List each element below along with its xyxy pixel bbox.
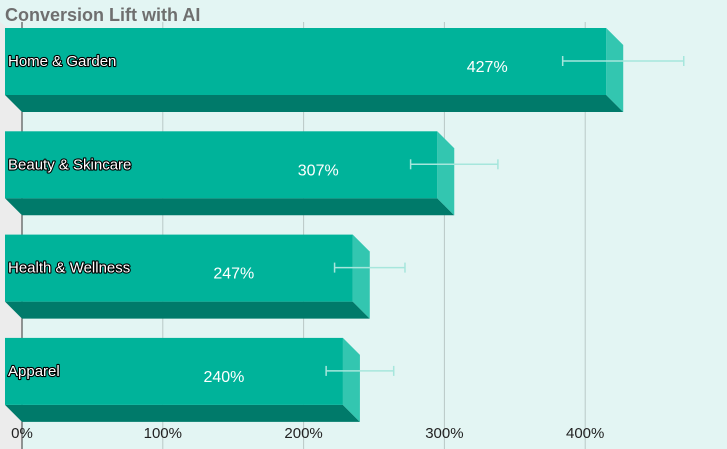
bar bbox=[5, 234, 353, 302]
category-label: Health & Wellness bbox=[8, 260, 130, 277]
bar-bottom-face bbox=[5, 198, 455, 216]
bar bbox=[5, 28, 607, 95]
x-tick-label: 100% bbox=[144, 425, 182, 442]
data-label: 427% bbox=[467, 59, 508, 76]
bar-side-face bbox=[437, 131, 455, 216]
bars-layer: Home & Garden 427% Beauty & Skincare 307% He… bbox=[5, 28, 685, 422]
data-label: 307% bbox=[298, 162, 339, 179]
bar-side-face bbox=[606, 28, 624, 112]
x-tick-label: 300% bbox=[425, 425, 463, 442]
bar-bottom-face bbox=[5, 95, 624, 112]
bar-group: Home & Garden 427% bbox=[5, 28, 685, 112]
bar-side-face bbox=[352, 234, 370, 319]
data-label: 240% bbox=[203, 369, 244, 386]
bar-bottom-face bbox=[5, 301, 370, 319]
x-tick-label: 0% bbox=[11, 425, 33, 442]
x-tick-label: 200% bbox=[284, 425, 322, 442]
data-label: 247% bbox=[213, 266, 254, 283]
axis-layer: 0% 100% 200% 300% 400% bbox=[11, 425, 604, 442]
bar-side-face bbox=[342, 337, 360, 422]
chart-title: Conversion Lift with AI bbox=[5, 5, 200, 25]
category-label: Beauty & Skincare bbox=[8, 156, 131, 173]
bar-group: Apparel 240% bbox=[5, 337, 395, 422]
bar bbox=[5, 131, 438, 199]
bar-group: Health & Wellness 247% bbox=[5, 234, 406, 319]
category-label: Home & Garden bbox=[8, 53, 116, 70]
bar-group: Beauty & Skincare 307% bbox=[5, 131, 499, 216]
bar-bottom-face bbox=[5, 404, 360, 422]
category-label: Apparel bbox=[8, 363, 60, 380]
bar bbox=[5, 337, 343, 405]
x-tick-label: 400% bbox=[566, 425, 604, 442]
